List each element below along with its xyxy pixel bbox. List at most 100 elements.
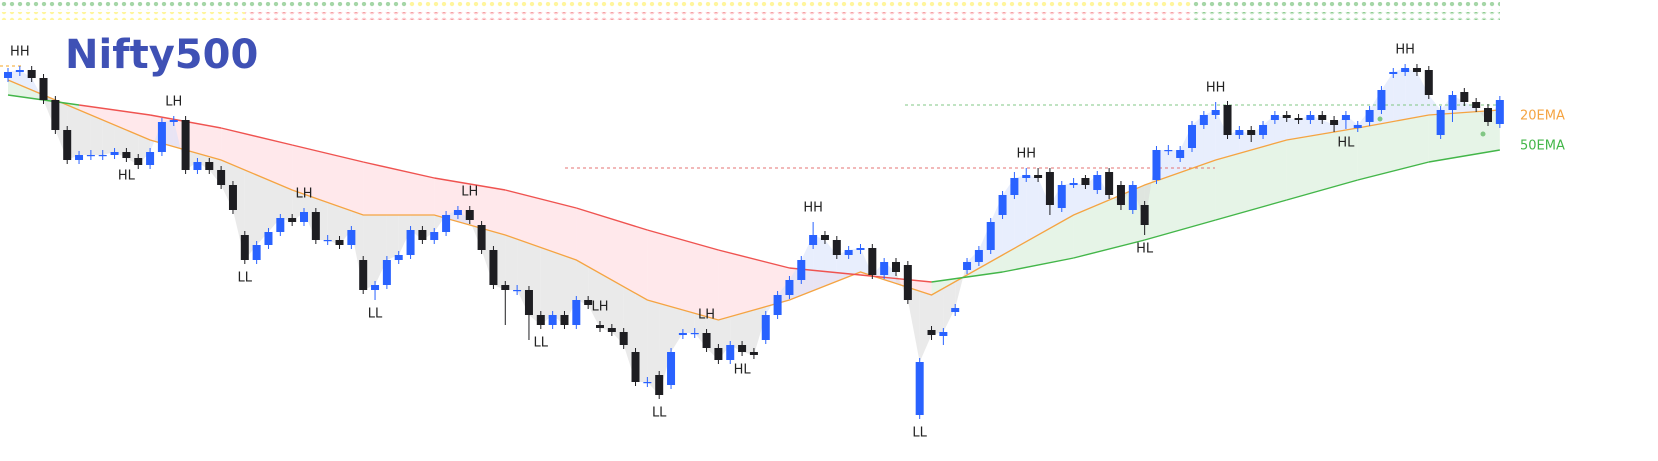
swing-label: LL <box>912 426 927 441</box>
ema-band <box>292 145 364 215</box>
candle-body <box>797 260 806 280</box>
candle-body <box>702 333 711 348</box>
ema-line <box>434 177 506 191</box>
price-shade <box>505 235 518 290</box>
candle-body <box>1294 118 1303 120</box>
ema-band <box>576 208 648 300</box>
price-shade <box>647 300 660 395</box>
candle-body <box>761 315 770 340</box>
candle-body <box>430 232 439 240</box>
candle-body <box>1259 125 1268 135</box>
candle-body <box>678 333 687 335</box>
ema-line <box>1357 161 1429 181</box>
candle-body <box>1424 70 1433 95</box>
ema-band <box>1286 128 1358 200</box>
candle-body <box>501 285 510 290</box>
price-shade <box>659 303 672 395</box>
candle-body <box>228 185 237 210</box>
candle-body <box>1270 115 1279 120</box>
candle-body <box>714 348 723 360</box>
price-shade <box>552 251 565 325</box>
candle-body <box>1211 110 1220 115</box>
candle-body <box>655 375 664 395</box>
price-shade <box>564 255 577 325</box>
ema-band <box>1073 185 1145 258</box>
price-shade <box>1393 68 1406 122</box>
candle-body <box>1116 185 1125 205</box>
price-shade <box>813 235 825 291</box>
candle-body <box>820 235 829 240</box>
price-shade <box>1286 118 1299 140</box>
candle-body <box>110 152 119 155</box>
candle-body <box>86 155 95 157</box>
candle-body <box>181 120 190 170</box>
price-shade <box>173 120 186 170</box>
candle-body <box>844 250 853 255</box>
candle-body <box>560 315 569 325</box>
candle-body <box>477 225 486 250</box>
candle-body <box>1223 105 1232 135</box>
price-shade <box>1026 175 1039 242</box>
candle-body <box>1164 150 1173 152</box>
ema-line <box>647 229 719 251</box>
ema-band <box>1002 215 1074 272</box>
candle-body <box>15 70 24 72</box>
candle-body <box>726 345 735 360</box>
candle-body <box>631 352 640 382</box>
ema-line <box>1144 219 1216 241</box>
price-shade <box>1239 130 1252 154</box>
swing-label: LL <box>238 271 253 286</box>
ema-line <box>718 249 790 269</box>
ema-band <box>1144 160 1216 240</box>
price-shade <box>1322 120 1335 134</box>
ema-line <box>931 271 1003 283</box>
candle-body <box>240 235 249 260</box>
ema-line <box>1215 199 1287 221</box>
price-shade <box>1274 115 1287 144</box>
price-shade <box>600 273 612 332</box>
candle-body <box>465 210 474 220</box>
candle-body <box>276 218 285 232</box>
candle-body <box>323 240 332 242</box>
fills <box>8 68 1500 395</box>
candle-body <box>252 245 261 260</box>
candle-body <box>169 120 178 122</box>
swing-label: HH <box>1206 81 1226 96</box>
candle-body <box>1034 175 1043 178</box>
candle-body <box>205 162 214 170</box>
candle-body <box>1330 120 1339 125</box>
price-shade <box>1464 102 1477 113</box>
candle-body <box>1436 110 1445 135</box>
ema-band <box>718 250 790 320</box>
candle-body <box>1353 125 1362 128</box>
chart-title: Nifty500 <box>65 32 258 78</box>
ema-band <box>505 190 577 260</box>
candle-body <box>1235 130 1244 135</box>
candle-body <box>193 162 202 170</box>
candle-body <box>1389 72 1398 74</box>
swing-label: HL <box>734 363 752 378</box>
legend-label: 20EMA <box>1520 109 1565 124</box>
price-shade <box>327 202 340 245</box>
ema-line <box>576 207 648 231</box>
ema-band <box>363 162 435 215</box>
ema-band <box>1357 115 1429 180</box>
signal-dot <box>1377 116 1383 122</box>
candle-body <box>513 290 522 292</box>
candle-body <box>1069 183 1078 185</box>
candle-body <box>1152 150 1161 180</box>
candle-body <box>1199 115 1208 125</box>
swing-label: LL <box>368 307 383 322</box>
candle-body <box>927 330 936 335</box>
candle-body <box>939 332 948 336</box>
candle-body <box>335 240 344 245</box>
ema-line <box>363 161 435 179</box>
candle-body <box>1022 175 1031 178</box>
candle-body <box>1401 68 1410 72</box>
candle-body <box>667 352 676 385</box>
swing-label: HL <box>1136 242 1154 257</box>
price-shade <box>398 215 411 255</box>
price-shade <box>919 291 932 362</box>
price-shade <box>1416 72 1429 118</box>
